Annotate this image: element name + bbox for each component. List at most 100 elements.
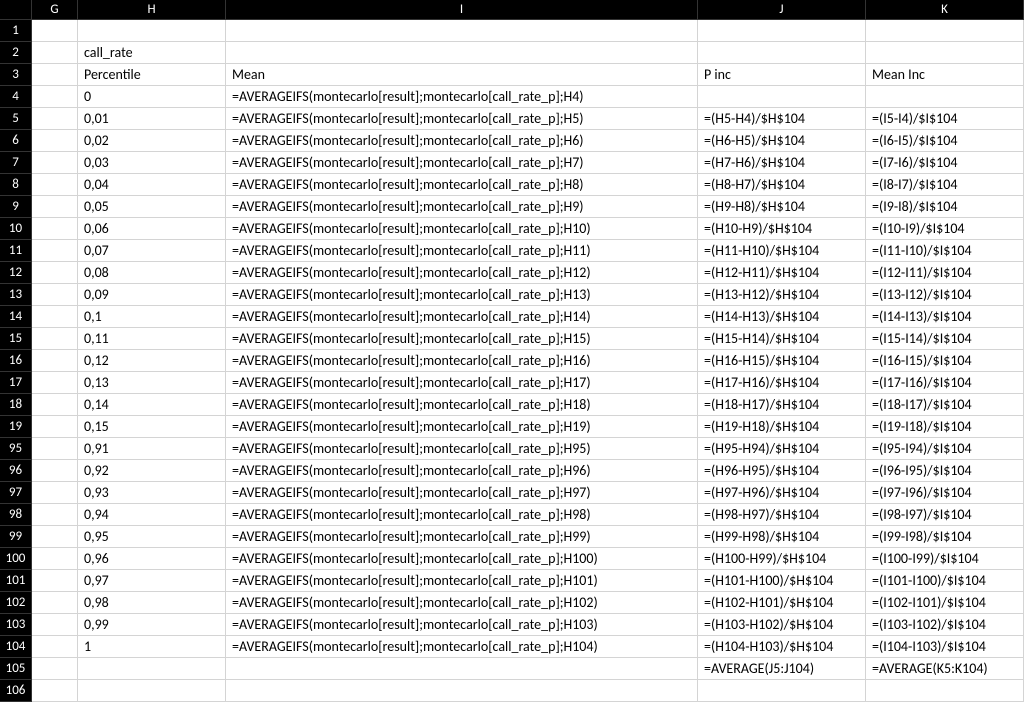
- cell-J12[interactable]: =(H12-H11)/$H$104: [698, 262, 866, 284]
- row-header-13[interactable]: 13: [0, 284, 32, 306]
- cell-H13[interactable]: 0,09: [78, 284, 226, 306]
- cell-J4[interactable]: [698, 86, 866, 108]
- row-header-99[interactable]: 99: [0, 526, 32, 548]
- row-header-98[interactable]: 98: [0, 504, 32, 526]
- cell-J13[interactable]: =(H13-H12)/$H$104: [698, 284, 866, 306]
- row-header-2[interactable]: 2: [0, 42, 32, 64]
- cell-H95[interactable]: 0,91: [78, 438, 226, 460]
- cell-K96[interactable]: =(I96-I95)/$I$104: [866, 460, 1024, 482]
- row-header-97[interactable]: 97: [0, 482, 32, 504]
- cell-K3[interactable]: Mean Inc: [866, 64, 1024, 86]
- cell-I99[interactable]: =AVERAGEIFS(montecarlo[result];montecarl…: [226, 526, 698, 548]
- row-header-12[interactable]: 12: [0, 262, 32, 284]
- cell-K14[interactable]: =(I14-I13)/$I$104: [866, 306, 1024, 328]
- cell-G18[interactable]: [32, 394, 78, 416]
- cell-G3[interactable]: [32, 64, 78, 86]
- cell-G8[interactable]: [32, 174, 78, 196]
- cell-K105[interactable]: =AVERAGE(K5:K104): [866, 658, 1024, 680]
- row-header-9[interactable]: 9: [0, 196, 32, 218]
- cell-H3[interactable]: Percentile: [78, 64, 226, 86]
- cell-I101[interactable]: =AVERAGEIFS(montecarlo[result];montecarl…: [226, 570, 698, 592]
- cell-G95[interactable]: [32, 438, 78, 460]
- cell-H4[interactable]: 0: [78, 86, 226, 108]
- cell-J14[interactable]: =(H14-H13)/$H$104: [698, 306, 866, 328]
- cell-G101[interactable]: [32, 570, 78, 592]
- cell-I3[interactable]: Mean: [226, 64, 698, 86]
- cell-I104[interactable]: =AVERAGEIFS(montecarlo[result];montecarl…: [226, 636, 698, 658]
- cell-G12[interactable]: [32, 262, 78, 284]
- cell-G98[interactable]: [32, 504, 78, 526]
- cell-K5[interactable]: =(I5-I4)/$I$104: [866, 108, 1024, 130]
- cell-J19[interactable]: =(H19-H18)/$H$104: [698, 416, 866, 438]
- cell-G19[interactable]: [32, 416, 78, 438]
- cell-I98[interactable]: =AVERAGEIFS(montecarlo[result];montecarl…: [226, 504, 698, 526]
- cell-H18[interactable]: 0,14: [78, 394, 226, 416]
- select-all-corner[interactable]: [0, 0, 32, 20]
- row-header-6[interactable]: 6: [0, 130, 32, 152]
- cell-J102[interactable]: =(H102-H101)/$H$104: [698, 592, 866, 614]
- cell-H106[interactable]: [78, 680, 226, 702]
- cell-H19[interactable]: 0,15: [78, 416, 226, 438]
- cell-I11[interactable]: =AVERAGEIFS(montecarlo[result];montecarl…: [226, 240, 698, 262]
- cell-K104[interactable]: =(I104-I103)/$I$104: [866, 636, 1024, 658]
- cell-K11[interactable]: =(I11-I10)/$I$104: [866, 240, 1024, 262]
- cell-J103[interactable]: =(H103-H102)/$H$104: [698, 614, 866, 636]
- cell-I10[interactable]: =AVERAGEIFS(montecarlo[result];montecarl…: [226, 218, 698, 240]
- cell-H6[interactable]: 0,02: [78, 130, 226, 152]
- cell-J11[interactable]: =(H11-H10)/$H$104: [698, 240, 866, 262]
- cell-I14[interactable]: =AVERAGEIFS(montecarlo[result];montecarl…: [226, 306, 698, 328]
- row-header-106[interactable]: 106: [0, 680, 32, 702]
- cell-K2[interactable]: [866, 42, 1024, 64]
- cell-J8[interactable]: =(H8-H7)/$H$104: [698, 174, 866, 196]
- row-header-100[interactable]: 100: [0, 548, 32, 570]
- cell-G17[interactable]: [32, 372, 78, 394]
- cell-J95[interactable]: =(H95-H94)/$H$104: [698, 438, 866, 460]
- cell-G13[interactable]: [32, 284, 78, 306]
- cell-K101[interactable]: =(I101-I100)/$I$104: [866, 570, 1024, 592]
- cell-G6[interactable]: [32, 130, 78, 152]
- cell-I105[interactable]: [226, 658, 698, 680]
- cell-I106[interactable]: [226, 680, 698, 702]
- cell-J17[interactable]: =(H17-H16)/$H$104: [698, 372, 866, 394]
- cell-J101[interactable]: =(H101-H100)/$H$104: [698, 570, 866, 592]
- cell-J10[interactable]: =(H10-H9)/$H$104: [698, 218, 866, 240]
- spreadsheet-grid[interactable]: GHIJK12call_rate3PercentileMeanP incMean…: [0, 0, 1024, 712]
- cell-H10[interactable]: 0,06: [78, 218, 226, 240]
- cell-H100[interactable]: 0,96: [78, 548, 226, 570]
- cell-G10[interactable]: [32, 218, 78, 240]
- cell-I8[interactable]: =AVERAGEIFS(montecarlo[result];montecarl…: [226, 174, 698, 196]
- cell-H14[interactable]: 0,1: [78, 306, 226, 328]
- cell-J7[interactable]: =(H7-H6)/$H$104: [698, 152, 866, 174]
- cell-H1[interactable]: [78, 20, 226, 42]
- cell-G4[interactable]: [32, 86, 78, 108]
- cell-K10[interactable]: =(I10-I9)/$I$104: [866, 218, 1024, 240]
- cell-H2[interactable]: call_rate: [78, 42, 226, 64]
- cell-G99[interactable]: [32, 526, 78, 548]
- cell-K106[interactable]: [866, 680, 1024, 702]
- cell-I102[interactable]: =AVERAGEIFS(montecarlo[result];montecarl…: [226, 592, 698, 614]
- row-header-101[interactable]: 101: [0, 570, 32, 592]
- column-header-J[interactable]: J: [698, 0, 866, 20]
- cell-I103[interactable]: =AVERAGEIFS(montecarlo[result];montecarl…: [226, 614, 698, 636]
- cell-K6[interactable]: =(I6-I5)/$I$104: [866, 130, 1024, 152]
- cell-I1[interactable]: [226, 20, 698, 42]
- cell-I96[interactable]: =AVERAGEIFS(montecarlo[result];montecarl…: [226, 460, 698, 482]
- cell-I12[interactable]: =AVERAGEIFS(montecarlo[result];montecarl…: [226, 262, 698, 284]
- cell-J15[interactable]: =(H15-H14)/$H$104: [698, 328, 866, 350]
- column-header-H[interactable]: H: [78, 0, 226, 20]
- row-header-104[interactable]: 104: [0, 636, 32, 658]
- cell-G5[interactable]: [32, 108, 78, 130]
- cell-K100[interactable]: =(I100-I99)/$I$104: [866, 548, 1024, 570]
- cell-G100[interactable]: [32, 548, 78, 570]
- cell-K7[interactable]: =(I7-I6)/$I$104: [866, 152, 1024, 174]
- row-header-95[interactable]: 95: [0, 438, 32, 460]
- cell-I4[interactable]: =AVERAGEIFS(montecarlo[result];montecarl…: [226, 86, 698, 108]
- cell-J2[interactable]: [698, 42, 866, 64]
- cell-H105[interactable]: [78, 658, 226, 680]
- cell-I17[interactable]: =AVERAGEIFS(montecarlo[result];montecarl…: [226, 372, 698, 394]
- cell-H99[interactable]: 0,95: [78, 526, 226, 548]
- cell-G96[interactable]: [32, 460, 78, 482]
- cell-G11[interactable]: [32, 240, 78, 262]
- row-header-10[interactable]: 10: [0, 218, 32, 240]
- cell-K97[interactable]: =(I97-I96)/$I$104: [866, 482, 1024, 504]
